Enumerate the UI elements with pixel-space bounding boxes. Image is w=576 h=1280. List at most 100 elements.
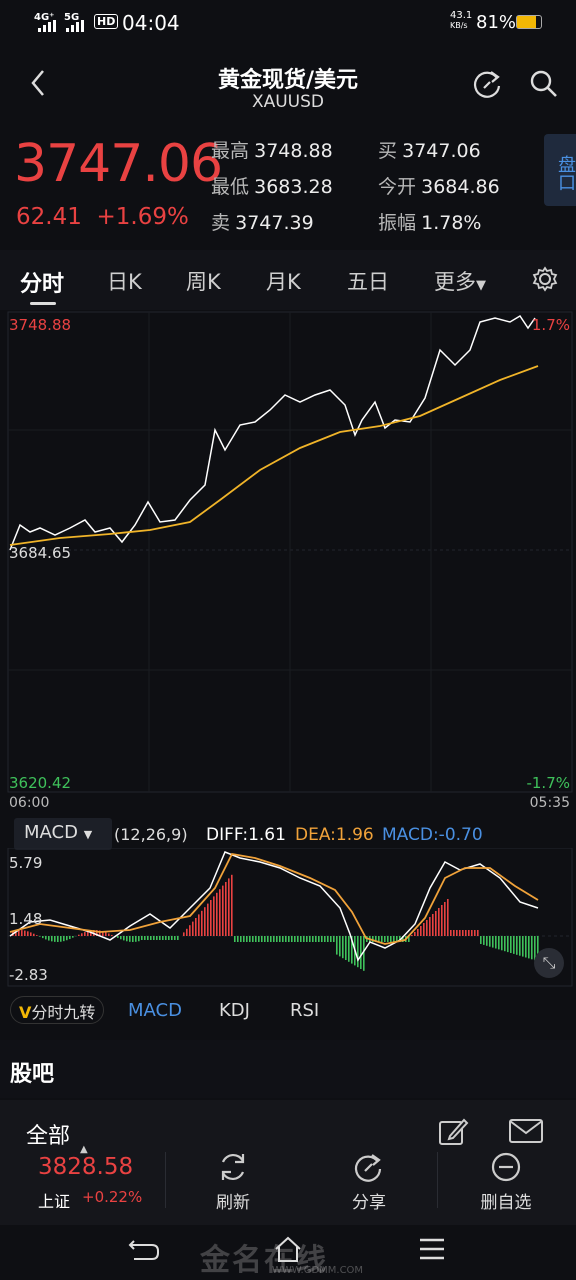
macd-histogram-bar bbox=[306, 936, 308, 942]
macd-histogram-bar bbox=[441, 905, 443, 936]
macd-histogram-bar bbox=[384, 936, 386, 942]
macd-histogram-bar bbox=[183, 932, 185, 936]
macd-histogram-bar bbox=[444, 902, 446, 936]
macd-histogram-bar bbox=[489, 936, 491, 947]
macd-histogram-bar bbox=[210, 900, 212, 936]
share-button[interactable]: 分享 bbox=[334, 1150, 404, 1213]
tab-weekly-k[interactable]: 周K bbox=[186, 270, 221, 294]
order-book-toggle[interactable]: 盘口 bbox=[544, 134, 576, 206]
macd-histogram-bar bbox=[435, 911, 437, 936]
macd-histogram-bar bbox=[144, 936, 146, 940]
system-nav-bar: 金名在线 WWW.GDMM.COM bbox=[0, 1225, 576, 1280]
macd-histogram-bar bbox=[228, 878, 230, 936]
macd-y-bottom: -2.83 bbox=[9, 966, 48, 984]
macd-histogram-bar bbox=[186, 928, 188, 936]
macd-histogram-bar bbox=[216, 892, 218, 936]
macd-histogram-bar bbox=[459, 930, 461, 936]
divider bbox=[165, 1152, 166, 1208]
macd-histogram-bar bbox=[477, 930, 479, 936]
macd-histogram-bar bbox=[69, 936, 71, 940]
net-speed: 43.1 KB/s bbox=[450, 10, 473, 31]
macd-histogram-bar bbox=[252, 936, 254, 942]
last-price: 3747.06 bbox=[14, 134, 223, 194]
macd-histogram-bar bbox=[363, 936, 365, 971]
macd-histogram-bar bbox=[162, 936, 164, 940]
divider bbox=[437, 1152, 438, 1208]
chevron-down-icon: ▼ bbox=[83, 828, 93, 841]
intraday-chart[interactable]: 3748.88 1.7% 3684.65 3620.42 -1.7% 06:00… bbox=[0, 310, 576, 820]
tab-more[interactable]: 更多▼ bbox=[434, 270, 486, 294]
share-refresh-icon[interactable] bbox=[470, 68, 504, 102]
macd-histogram-bar bbox=[468, 930, 470, 936]
macd-histogram-bar bbox=[375, 936, 377, 942]
macd-histogram-bar bbox=[222, 885, 224, 936]
edit-icon[interactable] bbox=[438, 1116, 470, 1146]
macd-histogram-bar bbox=[480, 936, 482, 944]
macd-histogram-bar bbox=[231, 874, 233, 936]
macd-histogram-bar bbox=[102, 931, 104, 936]
watermark-text: 金名在线 bbox=[200, 1243, 328, 1278]
macd-histogram-bar bbox=[276, 936, 278, 942]
filter-all[interactable]: 全部 bbox=[26, 1124, 71, 1149]
macd-histogram-bar bbox=[372, 936, 374, 942]
price-line bbox=[9, 314, 536, 551]
menu-nav-icon[interactable] bbox=[418, 1237, 446, 1261]
macd-histogram-bar bbox=[432, 914, 434, 936]
tab-five-day[interactable]: 五日 bbox=[347, 270, 389, 294]
macd-histogram-bar bbox=[258, 936, 260, 942]
macd-histogram-bar bbox=[291, 936, 293, 942]
macd-histogram-bar bbox=[270, 936, 272, 942]
macd-histogram-bar bbox=[24, 930, 26, 936]
macd-histogram-bar bbox=[165, 936, 167, 940]
macd-histogram-bar bbox=[21, 930, 23, 936]
macd-histogram-bar bbox=[498, 936, 500, 950]
tab-rsi[interactable]: RSI bbox=[290, 1000, 320, 1021]
battery-icon bbox=[516, 15, 542, 29]
refresh-button[interactable]: 刷新 bbox=[198, 1150, 268, 1213]
macd-histogram-bar bbox=[297, 936, 299, 942]
open-stat: 今开 3684.86 bbox=[378, 176, 500, 198]
back-icon[interactable] bbox=[28, 68, 48, 98]
macd-histogram-bar bbox=[408, 936, 410, 942]
chevron-down-icon: ▼ bbox=[476, 278, 486, 293]
index-change: +0.22% bbox=[82, 1188, 143, 1206]
macd-histogram-bar bbox=[336, 936, 338, 955]
nine-turn-tab[interactable]: V分时九转 bbox=[10, 996, 105, 1024]
tab-active-indicator bbox=[30, 302, 56, 305]
y-axis-high: 3748.88 bbox=[9, 316, 72, 334]
macd-histogram-bar bbox=[504, 936, 506, 952]
tab-intraday[interactable]: 分时 bbox=[20, 272, 65, 297]
settings-gear-icon[interactable] bbox=[532, 266, 558, 292]
remove-watchlist-button[interactable]: 删自选 bbox=[470, 1150, 542, 1213]
macd-chart[interactable]: 5.79 1.48 -2.83 ⤡ bbox=[0, 848, 576, 988]
macd-histogram-bar bbox=[378, 936, 380, 942]
search-icon[interactable] bbox=[528, 68, 560, 100]
tab-daily-k[interactable]: 日K bbox=[107, 270, 142, 294]
macd-histogram-bar bbox=[171, 936, 173, 940]
sell-stat: 卖 3747.39 bbox=[211, 212, 314, 234]
expand-icon[interactable]: ⤡ bbox=[534, 948, 564, 978]
macd-histogram-bar bbox=[390, 936, 392, 942]
forum-section: 股吧 bbox=[0, 1040, 576, 1098]
status-bar: 4G⁺ 5G HD 04:04 43.1 KB/s 81% bbox=[0, 0, 576, 46]
tab-macd[interactable]: MACD bbox=[128, 1000, 182, 1021]
macd-histogram-bar bbox=[534, 936, 536, 961]
back-nav-icon[interactable] bbox=[128, 1237, 160, 1261]
mail-icon[interactable] bbox=[508, 1118, 544, 1144]
macd-histogram-bar bbox=[381, 936, 383, 942]
macd-histogram-bar bbox=[90, 930, 92, 936]
macd-histogram-bar bbox=[42, 936, 44, 939]
macd-histogram-bar bbox=[318, 936, 320, 942]
macd-histogram-bar bbox=[96, 930, 98, 936]
macd-histogram-bar bbox=[531, 936, 533, 960]
macd-histogram-bar bbox=[321, 936, 323, 942]
macd-histogram-bar bbox=[303, 936, 305, 942]
tab-monthly-k[interactable]: 月K bbox=[266, 270, 301, 294]
tab-kdj[interactable]: KDJ bbox=[219, 1000, 250, 1021]
indicator-select[interactable]: MACD ▼ bbox=[14, 818, 112, 850]
home-nav-icon[interactable] bbox=[272, 1235, 304, 1263]
index-value[interactable]: 3828.58 bbox=[38, 1154, 134, 1180]
macd-histogram-bar bbox=[351, 936, 353, 964]
dea-value: DEA:1.96 bbox=[295, 825, 374, 845]
macd-histogram-bar bbox=[396, 936, 398, 942]
